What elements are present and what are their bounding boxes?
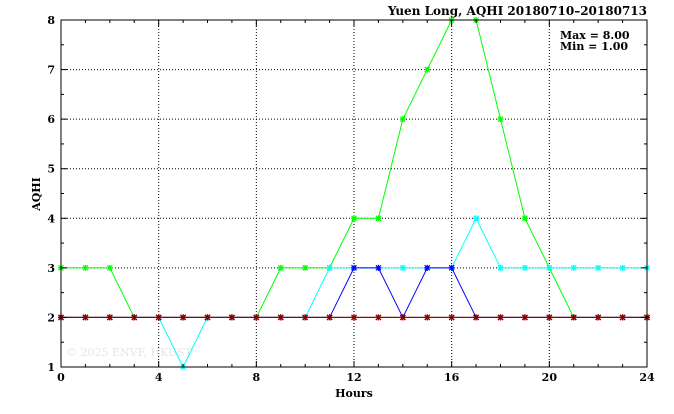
x-tick-label: 24 [639,371,655,384]
x-tick-label: 0 [57,371,65,384]
data-point [619,264,626,271]
data-point [351,314,357,321]
y-tick-label: 2 [47,311,55,324]
data-point [277,264,284,271]
data-point [106,264,113,271]
data-point [399,264,406,271]
x-tick-label: 8 [253,371,261,384]
data-point [351,215,357,222]
data-point [180,314,187,321]
max-annotation: Max = 8.00 [560,29,630,42]
data-point [473,215,480,222]
y-tick-label: 1 [47,361,55,374]
data-point [521,215,528,222]
data-point [595,264,602,271]
data-point [497,264,504,271]
y-tick-label: 8 [47,14,55,27]
data-point [326,264,333,271]
data-point [448,314,455,321]
y-tick-label: 4 [47,212,55,225]
data-point [399,314,406,321]
data-point [546,264,553,271]
y-axis-label: AQHI [30,177,43,212]
data-point [424,66,431,73]
min-annotation: Min = 1.00 [560,40,628,53]
data-point [302,264,309,271]
data-point [253,314,260,321]
data-point [521,264,528,271]
data-point [595,314,602,321]
data-point [497,314,504,321]
data-point [106,314,113,321]
data-point [155,314,162,321]
data-point [424,314,431,321]
data-point [82,264,89,271]
data-point [326,314,333,321]
data-point [302,314,309,321]
data-point [228,314,235,321]
data-point [570,314,577,321]
data-point [546,314,553,321]
data-point [351,264,357,271]
chart-title: Yuen Long, AQHI 20180710–20180713 [387,4,647,18]
watermark: © 2025 ENVF, HKUST [66,346,193,359]
data-point [277,314,284,321]
data-point [619,314,626,321]
x-axis-label: Hours [335,387,373,400]
y-tick-label: 5 [47,163,55,176]
data-point [521,314,528,321]
data-point [497,116,504,123]
data-point [82,314,89,321]
data-point [570,264,577,271]
y-tick-label: 7 [47,64,55,77]
data-point [375,314,382,321]
x-tick-label: 12 [346,371,361,384]
data-point [399,116,406,123]
data-point [448,264,455,271]
data-point [131,314,138,321]
data-point [375,264,382,271]
y-tick-label: 6 [47,113,55,126]
data-point [473,314,480,321]
x-tick-label: 4 [155,371,163,384]
x-tick-label: 16 [444,371,460,384]
y-tick-label: 3 [47,262,55,275]
data-point [204,314,211,321]
grid [61,20,647,367]
data-point [375,215,382,222]
data-point [424,264,431,271]
x-tick-label: 20 [542,371,558,384]
